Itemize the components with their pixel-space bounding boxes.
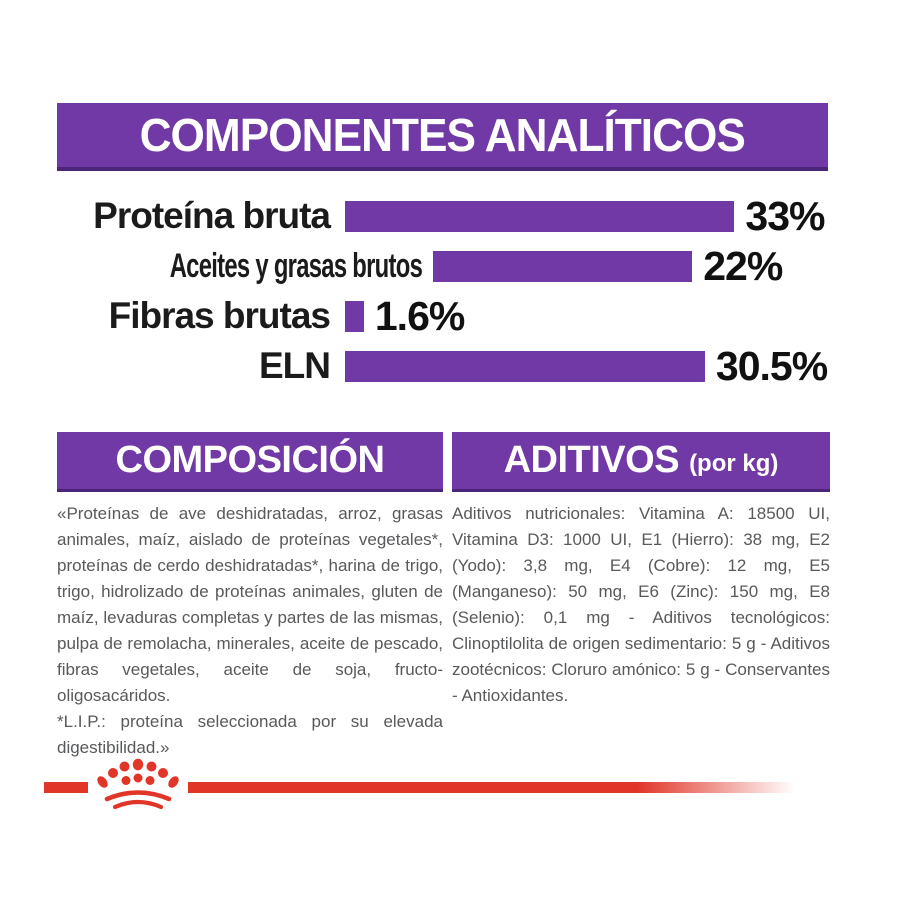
chart-value-label: 33% bbox=[745, 192, 825, 239]
composicion-text-block: «Proteínas de ave deshidratadas, arroz, … bbox=[57, 501, 443, 761]
footer-accent-line-fading bbox=[188, 782, 795, 793]
footer-accent-line-left bbox=[44, 782, 88, 793]
aditivos-text-block: Aditivos nutricionales: Vitamina A: 1850… bbox=[452, 501, 830, 709]
composicion-title: COMPOSICIÓN bbox=[115, 439, 385, 481]
chart-row-fibras-brutas: Fibras brutas 1.6% bbox=[57, 291, 847, 341]
aditivos-body: Aditivos nutricionales: Vitamina A: 1850… bbox=[452, 504, 830, 705]
chart-value-label: 22% bbox=[703, 242, 783, 289]
banner-title: COMPONENTES ANALÍTICOS bbox=[139, 109, 746, 161]
chart-category-label: ELN bbox=[259, 345, 331, 386]
chart-value-label: 1.6% bbox=[374, 292, 465, 339]
chart-bar bbox=[345, 350, 705, 382]
chart-category-label: Aceites y grasas brutos bbox=[169, 246, 423, 285]
analytical-components-banner: COMPONENTES ANALÍTICOS bbox=[57, 103, 828, 171]
chart-category-label: Proteína bruta bbox=[93, 195, 331, 236]
composicion-body: «Proteínas de ave deshidratadas, arroz, … bbox=[57, 504, 443, 705]
composicion-header: COMPOSICIÓN bbox=[57, 432, 443, 492]
chart-bar bbox=[345, 200, 735, 232]
chart-category-label: Fibras brutas bbox=[108, 295, 331, 336]
chart-row-proteina-bruta: Proteína bruta 33% bbox=[57, 191, 847, 241]
chart-bar bbox=[432, 250, 693, 282]
chart-bar bbox=[345, 300, 364, 332]
royal-canin-crown-logo bbox=[97, 758, 179, 810]
chart-row-aceites-grasas: Aceites y grasas brutos 22% bbox=[57, 241, 847, 291]
analytical-components-chart: Proteína bruta 33% Aceites y grasas brut… bbox=[57, 191, 847, 391]
chart-row-eln: ELN 30.5% bbox=[57, 341, 847, 391]
aditivos-subtitle: (por kg) bbox=[689, 449, 779, 477]
aditivos-title: ADITIVOS bbox=[503, 439, 680, 481]
aditivos-header: ADITIVOS (por kg) bbox=[452, 432, 830, 492]
chart-value-label: 30.5% bbox=[715, 342, 828, 389]
composicion-lip-note: *L.I.P.: proteína seleccionada por su el… bbox=[57, 712, 443, 757]
